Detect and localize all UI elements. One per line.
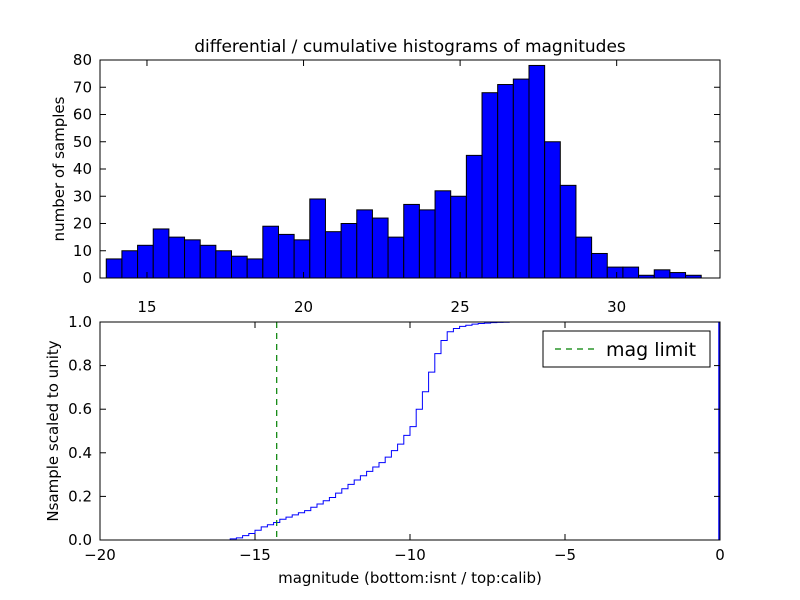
bottom-x-tick-label: −20 xyxy=(84,546,116,564)
top-y-tick-label: 80 xyxy=(73,51,92,69)
bottom-y-tick-label: 0.8 xyxy=(68,357,92,375)
bottom-x-tick-label: −10 xyxy=(394,546,426,564)
top-chart-title: differential / cumulative histograms of … xyxy=(194,37,626,57)
histogram-bar xyxy=(262,225,279,279)
bottom-y-tick-label: 0.0 xyxy=(68,531,92,549)
top-y-tick-label: 70 xyxy=(73,78,92,96)
top-bars-group xyxy=(105,64,702,279)
bottom-y-tick-label: 0.6 xyxy=(68,400,92,418)
histogram-bar xyxy=(184,239,201,279)
top-y-tick-label: 0 xyxy=(82,269,92,287)
histogram-bar xyxy=(277,233,295,279)
top-y-ticks: 0 10 20 30 40 50 60 70 80 xyxy=(73,51,720,287)
bottom-y-tick-label: 0.2 xyxy=(68,487,92,505)
top-y-tick-label: 50 xyxy=(73,133,92,151)
histogram-bar xyxy=(324,231,342,279)
bottom-x-tick-label: −15 xyxy=(239,546,271,564)
histogram-bar xyxy=(403,203,420,279)
histogram-bar xyxy=(465,154,483,279)
top-y-tick-label: 20 xyxy=(73,215,92,233)
histogram-bar xyxy=(121,250,139,279)
top-x-tick-label: 20 xyxy=(294,298,313,316)
top-y-tick-label: 30 xyxy=(73,187,92,205)
bottom-y-tick-label: 1.0 xyxy=(68,313,92,331)
histogram-bar xyxy=(105,258,123,279)
bottom-x-tick-label: 0 xyxy=(715,546,725,564)
top-y-tick-label: 10 xyxy=(73,242,92,260)
bottom-x-axis-label: magnitude (bottom:isnt / top:calib) xyxy=(278,569,542,587)
histogram-bar xyxy=(544,141,561,279)
histogram-bar xyxy=(622,266,640,279)
bottom-x-tick-label: −5 xyxy=(554,546,576,564)
histogram-bar xyxy=(387,236,405,279)
top-y-axis-label: number of samples xyxy=(50,96,68,241)
top-x-tick-label: 30 xyxy=(607,298,626,316)
top-histogram-panel: differential / cumulative histograms of … xyxy=(50,37,721,316)
top-x-ticks: 15 20 25 30 xyxy=(137,60,626,316)
top-y-tick-label: 60 xyxy=(73,106,92,124)
histogram-bar xyxy=(340,223,358,279)
histogram-bar xyxy=(606,266,624,279)
histogram-bar xyxy=(418,209,436,279)
histogram-bar xyxy=(434,190,452,279)
histogram-bar xyxy=(231,255,248,279)
histogram-bar xyxy=(591,252,608,279)
histogram-bar xyxy=(481,92,499,279)
histogram-bar xyxy=(528,64,546,279)
legend-mag-limit-label: mag limit xyxy=(606,339,696,361)
top-x-tick-label: 25 xyxy=(451,298,470,316)
bottom-x-ticks: −20 −15 −10 −5 0 xyxy=(84,322,725,564)
bottom-cumulative-panel: 0.0 0.2 0.4 0.6 0.8 1.0 −20 −15 −10 −5 0 magnitud… xyxy=(44,313,725,587)
histogram-bar xyxy=(309,198,326,279)
histogram-bar xyxy=(137,244,154,279)
top-y-tick-label: 40 xyxy=(73,160,92,178)
histogram-bar xyxy=(653,269,671,279)
histogram-bar xyxy=(246,258,264,279)
histogram-bar xyxy=(215,250,233,279)
histogram-bar xyxy=(669,272,687,279)
bottom-y-axis-label: Nsample scaled to unity xyxy=(44,340,62,521)
cumulative-step-line xyxy=(100,321,720,541)
histogram-bar xyxy=(497,84,514,279)
top-x-tick-label: 15 xyxy=(137,298,156,316)
histogram-bar xyxy=(575,236,593,279)
histogram-bar xyxy=(371,217,389,279)
histogram-bar xyxy=(356,209,373,279)
histogram-bar xyxy=(450,195,467,279)
bottom-lines-group xyxy=(100,321,720,541)
histogram-bar xyxy=(152,228,170,279)
bottom-y-tick-label: 0.4 xyxy=(68,444,92,462)
legend: mag limit xyxy=(542,330,711,368)
histogram-bar xyxy=(512,78,530,279)
bottom-y-ticks: 0.0 0.2 0.4 0.6 0.8 1.0 xyxy=(68,313,720,549)
histogram-bar xyxy=(199,244,217,279)
histogram-bar xyxy=(168,236,186,279)
histogram-bar xyxy=(293,239,311,279)
histogram-bar xyxy=(559,184,577,279)
